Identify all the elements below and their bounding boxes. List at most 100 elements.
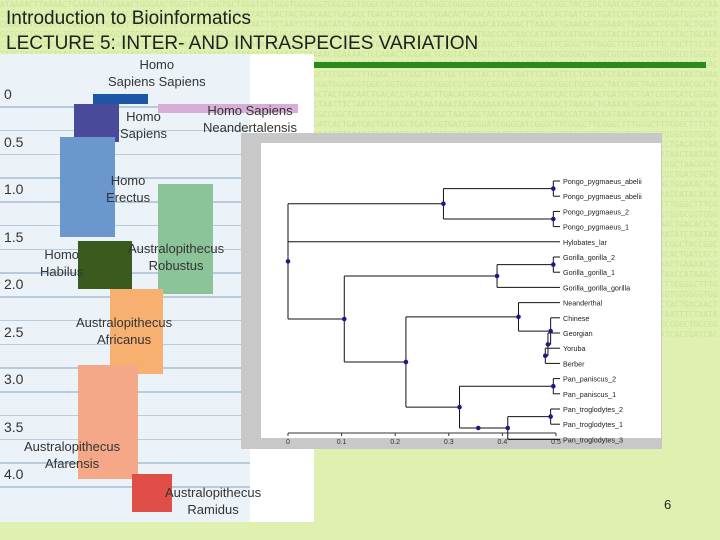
tree-leaf-label: Gorilla_gorilla_1	[563, 268, 615, 277]
tree-plot-area	[261, 143, 661, 438]
species-bar	[158, 184, 213, 294]
header-rule	[6, 62, 706, 68]
species-bar	[110, 288, 163, 375]
timeline-axis-label: 2.5	[4, 323, 24, 340]
species-label-line: Habilus	[40, 264, 84, 279]
tree-node	[516, 314, 521, 320]
tree-leaf-label: Chinese	[563, 314, 589, 323]
tree-leaf-label: Pan_troglodytes_1	[563, 420, 623, 429]
timeline-gridline	[0, 129, 250, 132]
species-label: Homo Sapiens Sapiens	[108, 56, 206, 90]
species-bar	[78, 364, 138, 479]
tree-leaf-label: Gorilla_gorilla_gorilla	[563, 283, 630, 292]
phylogenetic-tree: 0 0.1 0.2 0.3 0.4 0.5 Pongo_pygmaeus_abelii Pon…	[261, 143, 661, 446]
tree-leaf-label: Pongo_pygmaeus_abelii	[563, 192, 642, 201]
tree-node	[494, 273, 500, 279]
course-title: Introduction to Bioinformatics	[6, 8, 252, 29]
phylogenetic-tree-panel: 0 0.1 0.2 0.3 0.4 0.5 Pongo_pygmaeus_abelii Pon…	[241, 133, 662, 449]
timeline-axis-label: 1.5	[4, 228, 24, 245]
tree-node	[542, 353, 548, 359]
tree-node	[441, 201, 446, 207]
timeline-gridline	[0, 153, 250, 155]
timeline-gridline	[0, 177, 250, 179]
tree-node	[551, 262, 556, 267]
species-label: Homo Erectus	[106, 172, 150, 206]
tree-x-tick-label: 0.3	[444, 439, 454, 446]
tree-node	[505, 425, 511, 431]
tree-leaf-label: Pan_troglodytes_3	[563, 435, 623, 444]
species-bar	[93, 94, 148, 104]
species-label-line: Homo	[44, 247, 80, 262]
species-label-line: Erectus	[106, 190, 151, 205]
tree-leaf-label: Pongo_pygmaeus_1	[563, 223, 629, 232]
timeline-gridline	[0, 106, 250, 108]
timeline-gridline	[0, 224, 250, 227]
species-label-line: Australopithecus	[128, 241, 225, 256]
species-label-line: Australopithecus	[24, 439, 121, 454]
species-label-line: Australopithecus	[165, 485, 262, 500]
species-label-line: Ramidus	[187, 502, 239, 517]
tree-leaf-label: Pan_paniscus_1	[563, 390, 616, 399]
species-label-line: Sapiens	[120, 126, 167, 141]
tree-leaf-label: Georgian	[563, 329, 593, 338]
tree-leaf-label: Yoruba	[563, 344, 586, 353]
tree-x-tick-label: 0	[286, 439, 290, 446]
slide-number: 6	[664, 497, 672, 512]
species-label-line: Afarensis	[44, 456, 100, 471]
tree-node	[551, 216, 556, 222]
tree-node	[551, 383, 556, 389]
species-label-line: Australopithecus	[76, 315, 173, 330]
tree-node	[551, 186, 556, 191]
species-label: Homo Sapiens Neandertalensis	[203, 102, 297, 136]
tree-node	[548, 414, 553, 419]
species-bar	[74, 103, 119, 142]
species-label-line: Robustus	[148, 258, 204, 273]
species-bar	[158, 103, 298, 113]
timeline-axis-label: 0	[4, 86, 12, 102]
tree-node	[285, 259, 291, 264]
timeline-gridline	[0, 201, 250, 203]
tree-leaf-label: Pan_troglodytes_2	[563, 405, 623, 414]
species-label-line: Homo	[110, 173, 146, 188]
hominid-timeline: 0 0.5 1.0 1.5 2.0 2.5 3.0 3.5 4.0 Homo Sapiens Sap…	[0, 54, 314, 522]
tree-leaf-label: Pongo_pygmaeus_2	[563, 207, 629, 216]
tree-leaf-label: Hylobates_lar	[563, 238, 608, 247]
slide-header: Introduction to Bioinformatics LECTURE 5…	[6, 6, 706, 56]
species-label-line: Neandertalensis	[203, 120, 297, 135]
species-label-line: Homo	[126, 109, 161, 124]
tree-node	[457, 404, 462, 410]
lecture-title: LECTURE 5: INTER- AND INTRASPECIES VARIA…	[6, 33, 479, 54]
tree-x-tick-label: 0.5	[551, 439, 561, 446]
tree-x-tick-label: 0.4	[498, 439, 508, 446]
species-label-line: Homo	[139, 57, 175, 72]
tree-leaf-label: Pongo_pygmaeus_abelii	[563, 177, 642, 186]
timeline-gridline	[0, 486, 250, 488]
species-label-line: Homo Sapiens	[207, 103, 293, 118]
timeline-axis-label: 3.5	[4, 418, 24, 435]
species-label: Homo Sapiens	[120, 108, 167, 142]
tree-node	[341, 316, 347, 322]
tree-x-tick-label: 0.2	[390, 439, 400, 446]
species-bar	[78, 241, 132, 289]
tree-node	[475, 425, 481, 431]
species-label-line: Sapiens Sapiens	[108, 74, 206, 89]
timeline-axis-label: 1.0	[4, 181, 24, 197]
timeline-axis-label: 4.0	[4, 466, 24, 482]
tree-leaf-label: Pan_paniscus_2	[563, 375, 616, 384]
species-label: Australopithecus Afarensis	[24, 438, 120, 472]
tree-node	[545, 342, 551, 347]
tree-leaf-label: Berber	[563, 359, 585, 368]
timeline-axis-label: 2.0	[4, 276, 24, 292]
species-bar	[132, 474, 172, 512]
species-label: Australopithecus Africanus	[76, 314, 172, 348]
tree-node	[548, 328, 553, 334]
species-label: Australopithecus Robustus	[128, 240, 224, 274]
tree-x-tick-label: 0.1	[337, 439, 347, 446]
tree-leaf-label: Gorilla_gorilla_2	[563, 253, 615, 262]
species-bar	[60, 136, 115, 237]
timeline-axis-label: 3.0	[4, 371, 24, 387]
species-label-line: Africanus	[96, 332, 152, 347]
species-label: Homo Habilus	[40, 246, 83, 280]
tree-leaf-label: Neanderthal	[563, 299, 603, 308]
timeline-axis-label: 0.5	[4, 133, 24, 150]
